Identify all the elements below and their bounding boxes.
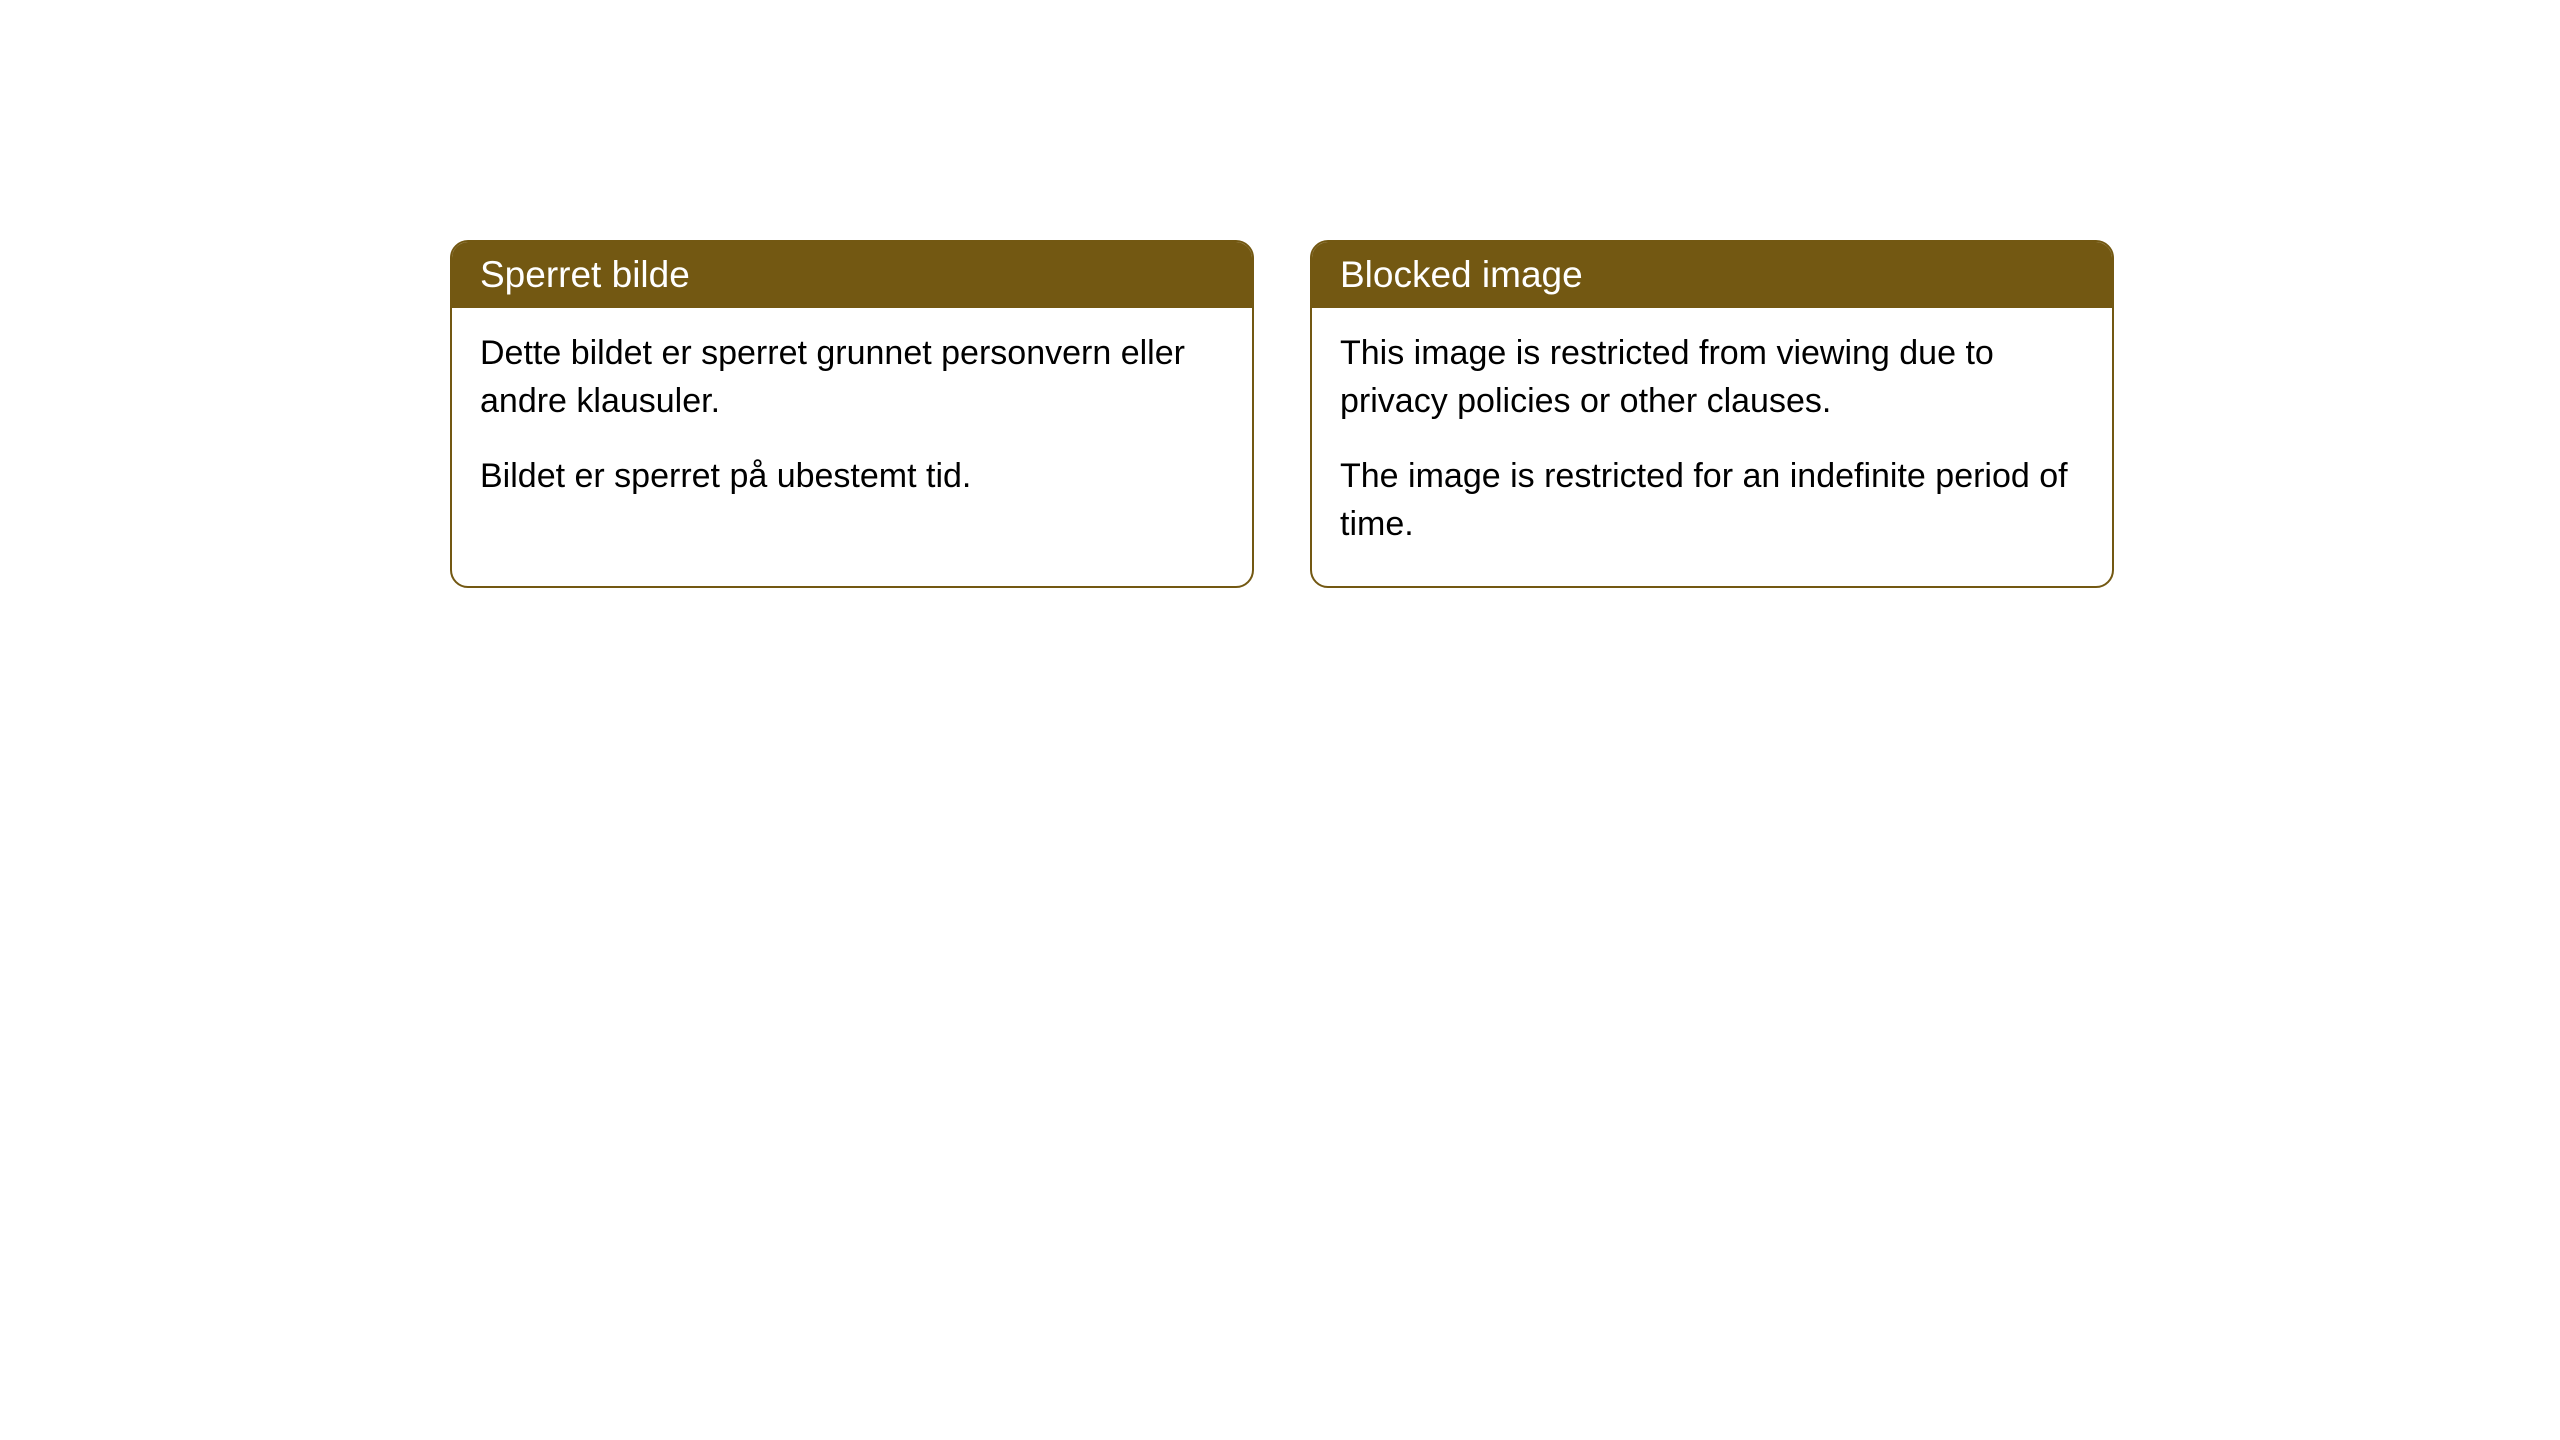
card-header: Blocked image [1312, 242, 2112, 308]
card-body: This image is restricted from viewing du… [1312, 308, 2112, 586]
card-text-line1: This image is restricted from viewing du… [1340, 330, 2084, 425]
card-text-line2: Bildet er sperret på ubestemt tid. [480, 453, 1224, 501]
card-header: Sperret bilde [452, 242, 1252, 308]
blocked-image-card-norwegian: Sperret bilde Dette bildet er sperret gr… [450, 240, 1254, 588]
cards-container: Sperret bilde Dette bildet er sperret gr… [0, 0, 2560, 588]
blocked-image-card-english: Blocked image This image is restricted f… [1310, 240, 2114, 588]
card-text-line1: Dette bildet er sperret grunnet personve… [480, 330, 1224, 425]
card-text-line2: The image is restricted for an indefinit… [1340, 453, 2084, 548]
card-body: Dette bildet er sperret grunnet personve… [452, 308, 1252, 539]
